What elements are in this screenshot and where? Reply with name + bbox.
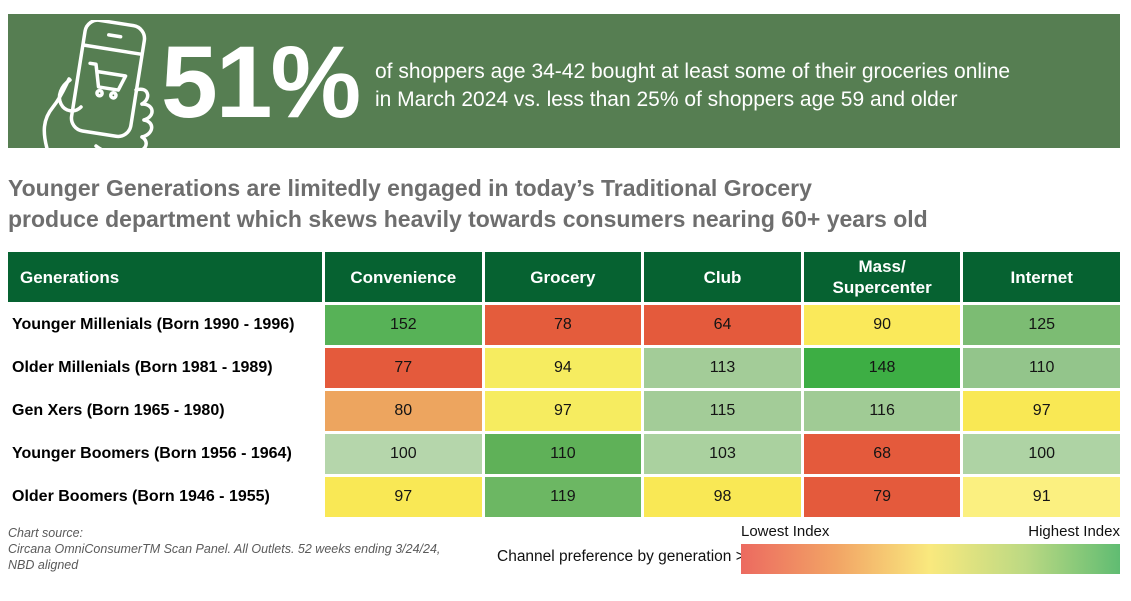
- heatmap-cell: 77: [325, 348, 482, 388]
- heatmap-cell: 97: [325, 477, 482, 517]
- legend-labels: Lowest Index Highest Index: [741, 523, 1120, 540]
- legend-gradient-bar: [741, 544, 1120, 574]
- column-header: Grocery: [484, 252, 642, 302]
- row-label: Younger Boomers (Born 1956 - 1964): [8, 434, 322, 474]
- chart-source-label: Chart source:: [8, 526, 84, 540]
- heatmap-cell: 125: [963, 305, 1120, 345]
- chart-source: Chart source: Circana OmniConsumerTM Sca…: [8, 525, 440, 573]
- column-header: Internet: [963, 252, 1120, 302]
- heatmap-cell: 115: [644, 391, 801, 431]
- heatmap-cell: 110: [963, 348, 1120, 388]
- page-title: Younger Generations are limitedly engage…: [8, 173, 928, 235]
- heatmap-cell: 80: [325, 391, 482, 431]
- legend-high-label: Highest Index: [1028, 523, 1120, 540]
- heatmap-cell: 152: [325, 305, 482, 345]
- page-title-line1: Younger Generations are limitedly engage…: [8, 175, 812, 201]
- heatmap-cell: 91: [963, 477, 1120, 517]
- heatmap-cell: 97: [963, 391, 1120, 431]
- stat-value: 51%: [161, 25, 361, 139]
- stat-description-line2: in March 2024 vs. less than 25% of shopp…: [375, 88, 958, 111]
- legend-caption: Channel preference by generation >: [497, 548, 745, 565]
- column-header-generations: Generations: [8, 252, 322, 302]
- heatmap-cell: 119: [484, 477, 642, 517]
- heatmap-cell: 97: [484, 391, 642, 431]
- chart-source-line1: Circana OmniConsumerTM Scan Panel. All O…: [8, 542, 441, 556]
- heatmap-cell: 100: [963, 434, 1120, 474]
- row-label: Younger Millenials (Born 1990 - 1996): [8, 305, 322, 345]
- column-header: Mass/ Supercenter: [803, 252, 961, 302]
- heatmap-cell: 94: [484, 348, 642, 388]
- heatmap-cell: 103: [644, 434, 801, 474]
- heatmap-cell: 110: [484, 434, 642, 474]
- stat-description-line1: of shoppers age 34-42 bought at least so…: [375, 60, 1011, 83]
- row-label: Older Boomers (Born 1946 - 1955): [8, 477, 322, 517]
- heatmap-cell: 79: [803, 477, 961, 517]
- stat-description: of shoppers age 34-42 bought at least so…: [375, 58, 1010, 114]
- heatmap-cell: 90: [803, 305, 961, 345]
- legend-low-label: Lowest Index: [741, 523, 830, 540]
- stat-banner: 51% of shoppers age 34-42 bought at leas…: [8, 14, 1120, 148]
- row-label: Gen Xers (Born 1965 - 1980): [8, 391, 322, 431]
- heatmap-cell: 68: [803, 434, 961, 474]
- heatmap-cell: 113: [644, 348, 801, 388]
- heatmap-cell: 64: [644, 305, 801, 345]
- column-header: Convenience: [325, 252, 482, 302]
- chart-source-line2: NBD aligned: [8, 558, 79, 572]
- heatmap-cell: 98: [644, 477, 801, 517]
- hand-holding-phone-shopping-cart-icon: [34, 18, 174, 148]
- index-legend: Lowest Index Highest Index: [741, 523, 1120, 574]
- heatmap-cell: 78: [484, 305, 642, 345]
- heatmap-table: Generations Convenience Grocery Club Mass/ S…: [8, 252, 1120, 517]
- heatmap-cell: 116: [803, 391, 961, 431]
- row-label: Older Millenials (Born 1981 - 1989): [8, 348, 322, 388]
- heatmap-cell: 100: [325, 434, 482, 474]
- column-header: Club: [644, 252, 801, 302]
- heatmap-cell: 148: [803, 348, 961, 388]
- page-title-line2: produce department which skews heavily t…: [8, 206, 928, 232]
